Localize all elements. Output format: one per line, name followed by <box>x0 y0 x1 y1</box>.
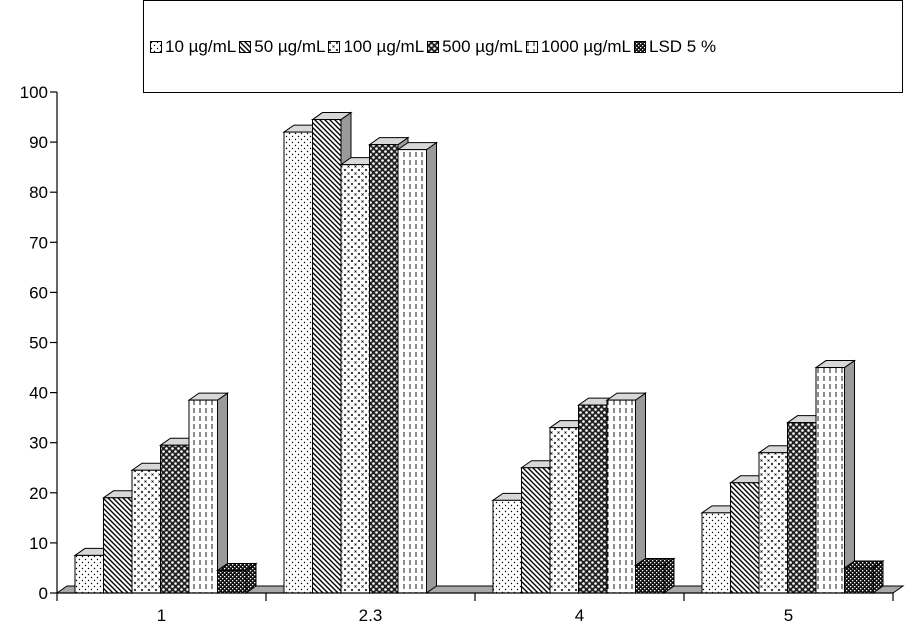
bar-front <box>730 482 760 594</box>
bar-front <box>312 119 342 594</box>
legend: 10 µg/mL 50 µg/mL 100 µg/mL 500 µg/mL 1000 µ… <box>143 0 903 93</box>
legend-label: 50 µg/mL <box>254 37 326 56</box>
x-tick-label: 5 <box>784 606 793 625</box>
bar-front <box>283 131 313 594</box>
legend-swatch <box>150 41 162 53</box>
legend-item: 50 µg/mL <box>239 37 325 57</box>
y-tick-label: 50 <box>29 334 48 353</box>
legend-label: 500 µg/mL <box>442 37 523 56</box>
y-tick-label: 80 <box>29 183 48 202</box>
bar-front <box>369 144 399 594</box>
y-tick-label: 10 <box>29 534 48 553</box>
legend-swatch <box>525 41 538 53</box>
bar-front <box>635 564 665 594</box>
legend-swatch <box>427 41 440 53</box>
x-tick-label: 2.3 <box>359 606 383 625</box>
y-tick-label: 100 <box>20 83 48 102</box>
bar-front <box>758 452 788 594</box>
bar-front <box>701 512 731 594</box>
legend-swatch <box>328 41 341 53</box>
x-tick-label: 1 <box>157 606 166 625</box>
legend-item: 500 µg/mL <box>427 37 523 57</box>
bar-front <box>787 422 817 594</box>
x-tick-label: 4 <box>575 606 584 625</box>
bar-front <box>340 164 370 594</box>
y-tick-label: 0 <box>39 584 48 603</box>
legend-label: 10 µg/mL <box>165 37 237 56</box>
legend-label: 100 µg/mL <box>343 37 425 56</box>
y-tick-label: 90 <box>29 133 48 152</box>
bar-front <box>815 367 845 594</box>
legend-swatch <box>239 41 252 53</box>
bar-side <box>426 141 437 594</box>
bar <box>396 141 439 594</box>
bar-front <box>397 149 427 594</box>
legend-item: LSD 5 % <box>633 37 717 57</box>
legend-item: 100 µg/mL <box>328 37 424 57</box>
y-tick-label: 20 <box>29 484 48 503</box>
legend-item: 10 µg/mL <box>150 37 236 57</box>
y-tick-label: 30 <box>29 434 48 453</box>
bar-front <box>492 499 522 594</box>
bar <box>814 359 857 594</box>
bar-front <box>521 467 551 594</box>
bar-front <box>103 497 133 594</box>
legend-item: 1000 µg/mL <box>525 37 631 57</box>
bar-front <box>578 404 608 594</box>
legend-label: 1000 µg/mL <box>540 37 631 56</box>
y-tick-label: 40 <box>29 384 48 403</box>
bar-front <box>74 554 104 594</box>
bar-side <box>217 392 228 594</box>
bar <box>215 562 258 594</box>
bar <box>633 557 676 594</box>
bar-side <box>844 359 855 594</box>
legend-label: LSD 5 % <box>648 37 717 56</box>
y-tick-label: 70 <box>29 233 48 252</box>
bar <box>187 392 230 594</box>
bar-front <box>131 469 161 594</box>
y-tick-label: 60 <box>29 283 48 302</box>
bar-front <box>844 567 874 594</box>
bar-front <box>606 399 636 594</box>
bar-front <box>217 569 247 594</box>
bar-front <box>188 399 218 594</box>
bar-front <box>549 427 579 594</box>
bar <box>842 559 885 594</box>
legend-row: 10 µg/mL 50 µg/mL 100 µg/mL 500 µg/mL 1000 µ… <box>150 37 719 57</box>
bar-front <box>160 444 190 594</box>
legend-swatch <box>633 41 646 53</box>
